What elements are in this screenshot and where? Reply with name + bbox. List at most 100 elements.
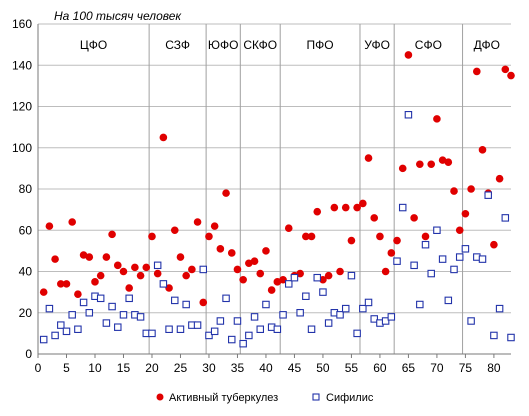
syphilis-point bbox=[438, 255, 447, 263]
y-tick-label: 20 bbox=[19, 306, 33, 320]
tuberculosis-point bbox=[108, 230, 116, 239]
syphilis-point bbox=[296, 308, 304, 317]
syphilis-point bbox=[427, 269, 435, 278]
tuberculosis-point bbox=[353, 203, 361, 212]
tuberculosis-point bbox=[433, 115, 441, 123]
tuberculosis-point bbox=[176, 253, 185, 261]
tuberculosis-point bbox=[273, 278, 282, 286]
tuberculosis-point bbox=[302, 232, 310, 241]
tuberculosis-point bbox=[427, 160, 436, 169]
tuberculosis-point bbox=[319, 275, 327, 284]
tuberculosis-point bbox=[245, 259, 253, 268]
syphilis-point bbox=[336, 311, 344, 319]
tuberculosis-point bbox=[376, 232, 384, 241]
x-tick-labels: 0 5 10 15 20 25 30 35 40 45 50 55 60 65 70 75 80 bbox=[35, 361, 501, 375]
tuberculosis-point bbox=[56, 280, 65, 288]
syphilis-point bbox=[501, 214, 510, 222]
syphilis-point bbox=[119, 311, 128, 319]
tuberculosis-point bbox=[370, 214, 379, 222]
syphilis-point bbox=[216, 317, 225, 325]
tuberculosis-point bbox=[159, 133, 168, 142]
x-tick-label: 40 bbox=[259, 361, 273, 375]
syphilis-point bbox=[114, 323, 122, 331]
y-tick-label: 60 bbox=[19, 223, 33, 237]
syphilis-point bbox=[165, 325, 173, 333]
syphilis-point bbox=[450, 265, 458, 274]
syphilis-point bbox=[433, 226, 441, 235]
syphilis-point bbox=[57, 321, 65, 329]
legend-label-syphilis: Сифилис bbox=[326, 392, 374, 404]
syphilis-point bbox=[245, 331, 253, 340]
syphilis-point bbox=[210, 327, 219, 336]
tuberculosis-point bbox=[85, 253, 94, 261]
tuberculosis-point bbox=[330, 203, 339, 212]
syphilis-point bbox=[507, 333, 515, 342]
syphilis-point bbox=[193, 321, 202, 329]
tuberculosis-point bbox=[284, 224, 293, 232]
syphilis-point bbox=[228, 335, 236, 344]
syphilis-point bbox=[182, 300, 190, 309]
syphilis-point bbox=[222, 294, 230, 303]
syphilis-point bbox=[205, 331, 213, 340]
tuberculosis-point bbox=[444, 158, 453, 166]
syphilis-point bbox=[256, 325, 265, 333]
syphilis-point bbox=[410, 261, 418, 270]
syphilis-point bbox=[490, 331, 498, 340]
tuberculosis-point bbox=[39, 288, 48, 296]
syphilis-point bbox=[302, 292, 310, 300]
x-tick-label: 5 bbox=[63, 361, 70, 375]
tuberculosis-point bbox=[359, 199, 367, 208]
y-tick-label: 0 bbox=[25, 347, 32, 361]
tuberculosis-point bbox=[233, 265, 242, 274]
tuberculosis-point bbox=[216, 245, 225, 253]
x-tick-label: 20 bbox=[145, 361, 159, 375]
tuberculosis-point bbox=[79, 251, 88, 259]
tuberculosis-point bbox=[51, 255, 59, 263]
syphilis-point bbox=[39, 335, 48, 344]
syphilis-point bbox=[239, 339, 247, 348]
x-tick-label: 50 bbox=[316, 361, 330, 375]
syphilis-point bbox=[279, 311, 287, 319]
syphilis-point bbox=[313, 273, 321, 282]
tuberculosis-point bbox=[467, 185, 475, 193]
syphilis-point bbox=[319, 288, 327, 296]
x-tick-label: 10 bbox=[88, 361, 102, 375]
syphilis-point bbox=[62, 327, 71, 336]
x-tick-label: 75 bbox=[459, 361, 473, 375]
tuberculosis-point bbox=[210, 222, 219, 230]
tuberculosis-point bbox=[313, 207, 322, 216]
region-labels: ЦФО СЗФ ЮФО СКФО ПФО УФО СФО ДФО bbox=[80, 38, 500, 52]
tuberculosis-point bbox=[381, 267, 390, 276]
region-label: СФО bbox=[415, 38, 442, 52]
x-tick-label: 65 bbox=[402, 361, 416, 375]
tuberculosis-point bbox=[461, 209, 470, 218]
syphilis-point bbox=[262, 300, 270, 309]
tuberculosis-point bbox=[199, 298, 208, 307]
syphilis-point bbox=[398, 203, 407, 212]
region-label: ПФО bbox=[307, 38, 334, 52]
tuberculosis-point bbox=[404, 51, 413, 59]
syphilis-point bbox=[467, 317, 475, 325]
syphilis-point bbox=[347, 271, 356, 280]
syphilis-point bbox=[125, 294, 133, 303]
tuberculosis-point bbox=[170, 226, 179, 235]
tuberculosis-point bbox=[131, 263, 139, 272]
tuberculosis-point bbox=[182, 271, 190, 280]
syphilis-point bbox=[387, 313, 396, 321]
tuberculosis-point bbox=[410, 214, 418, 222]
tuberculosis-point bbox=[148, 232, 156, 241]
tuberculosis-point bbox=[364, 154, 373, 162]
syphilis-point bbox=[171, 296, 179, 305]
tuberculosis-point bbox=[45, 222, 54, 230]
syphilis-point bbox=[284, 280, 293, 288]
syphilis-point bbox=[74, 325, 82, 333]
syphilis-point bbox=[153, 261, 162, 270]
x-tick-label: 15 bbox=[117, 361, 131, 375]
syphilis-point bbox=[79, 298, 88, 307]
x-tick-label: 70 bbox=[430, 361, 444, 375]
syphilis-point bbox=[444, 296, 453, 305]
tuberculosis-point bbox=[347, 236, 356, 245]
x-tick-label: 0 bbox=[35, 361, 42, 375]
syphilis-point bbox=[290, 273, 299, 282]
tuberculosis-point bbox=[119, 267, 128, 276]
